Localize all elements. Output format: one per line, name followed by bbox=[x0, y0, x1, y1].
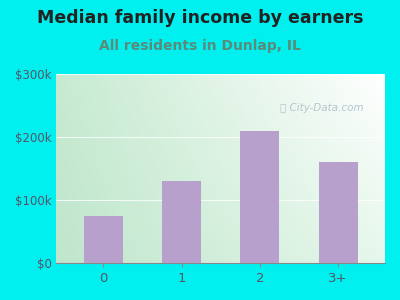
Text: ⓘ City-Data.com: ⓘ City-Data.com bbox=[280, 103, 364, 113]
Text: Median family income by earners: Median family income by earners bbox=[37, 9, 363, 27]
Bar bbox=[162, 181, 201, 263]
Text: All residents in Dunlap, IL: All residents in Dunlap, IL bbox=[99, 39, 301, 53]
Bar bbox=[318, 162, 358, 263]
Bar bbox=[84, 216, 123, 263]
Bar bbox=[240, 131, 280, 263]
